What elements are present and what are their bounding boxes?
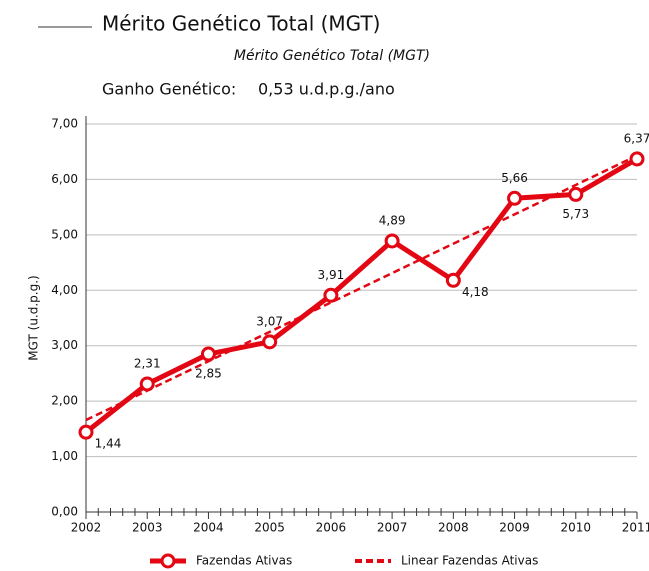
x-tick-label: 2011 [622, 521, 649, 535]
point [78, 424, 94, 440]
point [568, 186, 584, 202]
point [384, 233, 400, 249]
y-tick-label: 3,00 [51, 338, 78, 352]
data-label: 4,18 [462, 285, 489, 299]
y-tick-label: 4,00 [51, 283, 78, 297]
y-tick-label: 2,00 [51, 394, 78, 408]
gain-label: Ganho Genético: [102, 80, 236, 99]
x-tick-label: 2002 [71, 521, 102, 535]
point [262, 334, 278, 350]
x-tick-label: 2007 [377, 521, 408, 535]
y-axis-label: MGT (u.d.p.g.) [27, 275, 41, 360]
point [200, 346, 216, 362]
x-tick-label: 2006 [316, 521, 347, 535]
legend-label: Fazendas Ativas [196, 554, 292, 568]
data-label: 2,85 [195, 367, 222, 381]
point [629, 151, 645, 167]
gain-value: 0,53 u.d.p.g./ano [258, 80, 395, 99]
data-label: 5,73 [562, 207, 589, 221]
y-tick-label: 7,00 [51, 117, 78, 131]
x-tick-label: 2008 [438, 521, 469, 535]
data-label: 2,31 [134, 356, 161, 370]
x-tick-label: 2010 [561, 521, 592, 535]
series-line [84, 156, 639, 435]
data-label: 6,37 [624, 131, 649, 145]
x-tick-label: 2009 [499, 521, 530, 535]
point [323, 287, 339, 303]
data-label: 3,91 [318, 268, 345, 282]
point [507, 190, 523, 206]
x-tick-label: 2005 [254, 521, 285, 535]
point [139, 376, 155, 392]
data-label: 1,44 [95, 437, 122, 451]
data-label: 5,66 [501, 171, 528, 185]
data-label: 4,89 [379, 213, 406, 227]
y-tick-label: 0,00 [51, 505, 78, 519]
point [445, 272, 461, 288]
y-tick-label: 5,00 [51, 227, 78, 241]
y-tick-label: 6,00 [51, 172, 78, 186]
legend-label: Linear Fazendas Ativas [401, 554, 538, 568]
legend-marker [160, 553, 176, 569]
x-tick-label: 2003 [132, 521, 163, 535]
chart-subtitle: Mérito Genético Total (MGT) [234, 48, 430, 64]
data-label: 3,07 [256, 314, 283, 328]
trend-line [85, 154, 638, 422]
x-tick-label: 2004 [193, 521, 224, 535]
y-tick-label: 1,00 [51, 449, 78, 463]
chart-title: Mérito Genético Total (MGT) [102, 12, 380, 36]
